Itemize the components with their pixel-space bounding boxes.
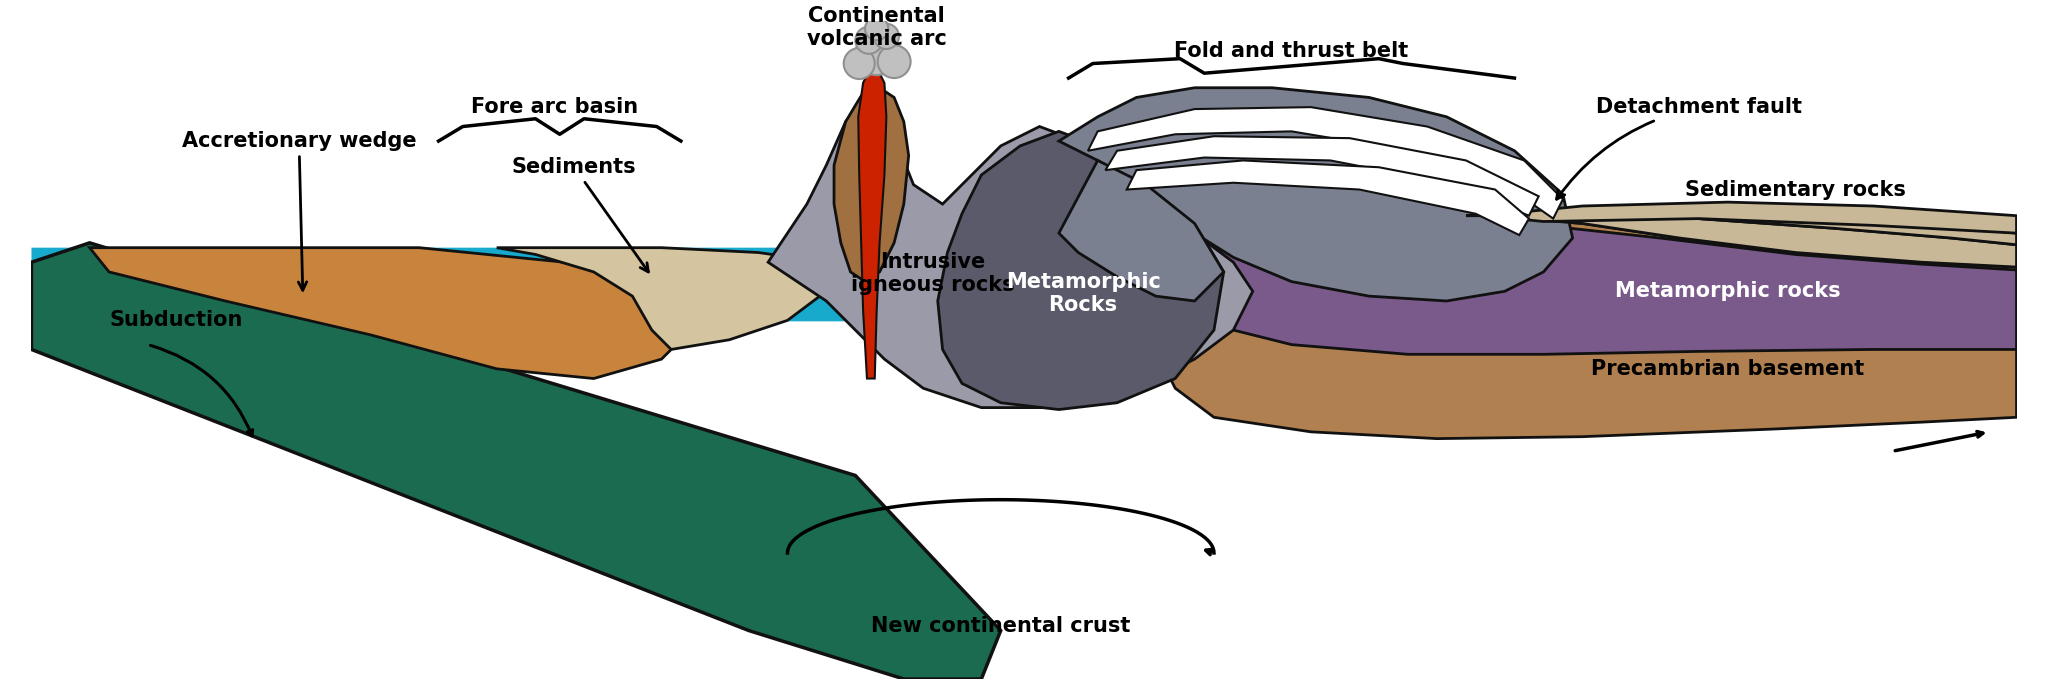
Polygon shape — [834, 83, 909, 282]
Text: Subduction: Subduction — [109, 310, 242, 331]
Polygon shape — [498, 248, 825, 350]
Polygon shape — [1155, 216, 2017, 439]
Polygon shape — [858, 69, 887, 378]
Circle shape — [844, 48, 874, 79]
Text: New continental crust: New continental crust — [870, 616, 1130, 636]
Text: Accretionary wedge: Accretionary wedge — [182, 131, 416, 290]
Circle shape — [874, 24, 899, 49]
Text: Sedimentary rocks: Sedimentary rocks — [1686, 179, 1907, 200]
Polygon shape — [1059, 88, 1573, 301]
Polygon shape — [768, 98, 1253, 407]
Text: Detachment fault: Detachment fault — [1556, 97, 1802, 199]
Polygon shape — [938, 131, 1223, 409]
Polygon shape — [31, 243, 1001, 679]
Polygon shape — [1106, 136, 1538, 216]
Polygon shape — [1563, 212, 2017, 244]
Polygon shape — [1087, 107, 1563, 219]
Polygon shape — [1194, 223, 2017, 354]
Circle shape — [856, 33, 897, 75]
Text: Metamorphic rocks: Metamorphic rocks — [1616, 281, 1841, 301]
Circle shape — [856, 26, 883, 54]
Polygon shape — [1126, 160, 1530, 235]
Polygon shape — [31, 248, 981, 321]
Text: Intrusive
igneous rocks: Intrusive igneous rocks — [852, 252, 1014, 295]
Polygon shape — [1485, 202, 2017, 233]
Text: Continental
volcanic arc: Continental volcanic arc — [807, 6, 946, 49]
Polygon shape — [1059, 160, 1223, 301]
Text: Metamorphic
Rocks: Metamorphic Rocks — [1006, 272, 1161, 315]
Circle shape — [864, 17, 889, 40]
Circle shape — [879, 45, 911, 78]
Polygon shape — [1466, 214, 2017, 267]
Text: Precambrian basement: Precambrian basement — [1591, 359, 1864, 379]
Text: Fold and thrust belt: Fold and thrust belt — [1174, 41, 1409, 61]
Text: Sediments: Sediments — [512, 158, 649, 272]
Text: Fore arc basin: Fore arc basin — [471, 97, 639, 117]
Polygon shape — [90, 248, 690, 378]
